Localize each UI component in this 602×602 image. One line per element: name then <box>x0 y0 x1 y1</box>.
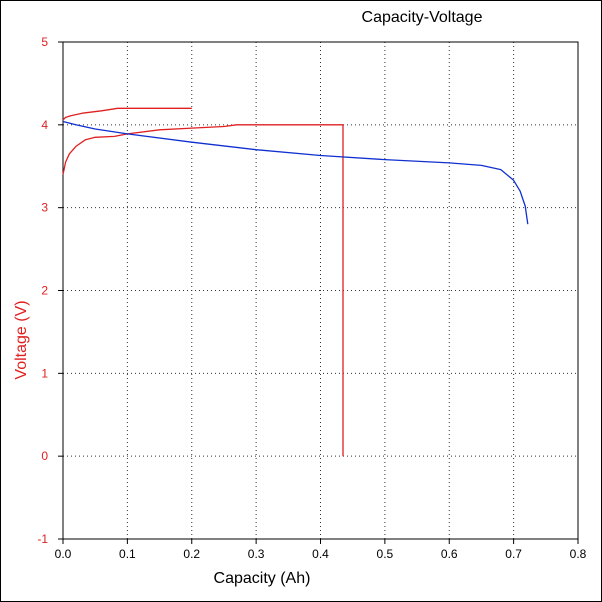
y-tick-label-1: 0 <box>41 449 48 463</box>
y-tick-label-5: 4 <box>41 118 48 132</box>
y-tick-label-0: -1 <box>37 532 48 546</box>
series-line-1 <box>62 107 192 121</box>
chart-title: Capacity-Voltage <box>361 9 483 26</box>
x-tick-label-4: 0.4 <box>312 547 329 561</box>
x-tick-label-1: 0.1 <box>119 547 136 561</box>
x-axis-label: Capacity (Ah) <box>213 570 311 587</box>
y-tick-label-2: 1 <box>41 366 48 380</box>
tick-labels: 0.0 0.1 0.2 0.3 0.4 0.5 0.6 0.7 0.8 -1 0 1 2 3 4 5 <box>37 35 586 561</box>
series-line-3 <box>62 120 529 225</box>
grid-lines <box>63 42 578 539</box>
x-tick-label-5: 0.5 <box>377 547 394 561</box>
x-tick-label-8: 0.8 <box>570 547 587 561</box>
x-tick-label-7: 0.7 <box>505 547 522 561</box>
x-tick-label-2: 0.2 <box>183 547 200 561</box>
y-tick-label-4: 3 <box>41 201 48 215</box>
y-tick-label-3: 2 <box>41 284 48 298</box>
x-tick-label-3: 0.3 <box>248 547 265 561</box>
x-tick-label-6: 0.6 <box>441 547 458 561</box>
x-tick-label-0: 0.0 <box>55 547 72 561</box>
y-tick-label-6: 5 <box>41 35 48 49</box>
data-series <box>62 107 529 457</box>
